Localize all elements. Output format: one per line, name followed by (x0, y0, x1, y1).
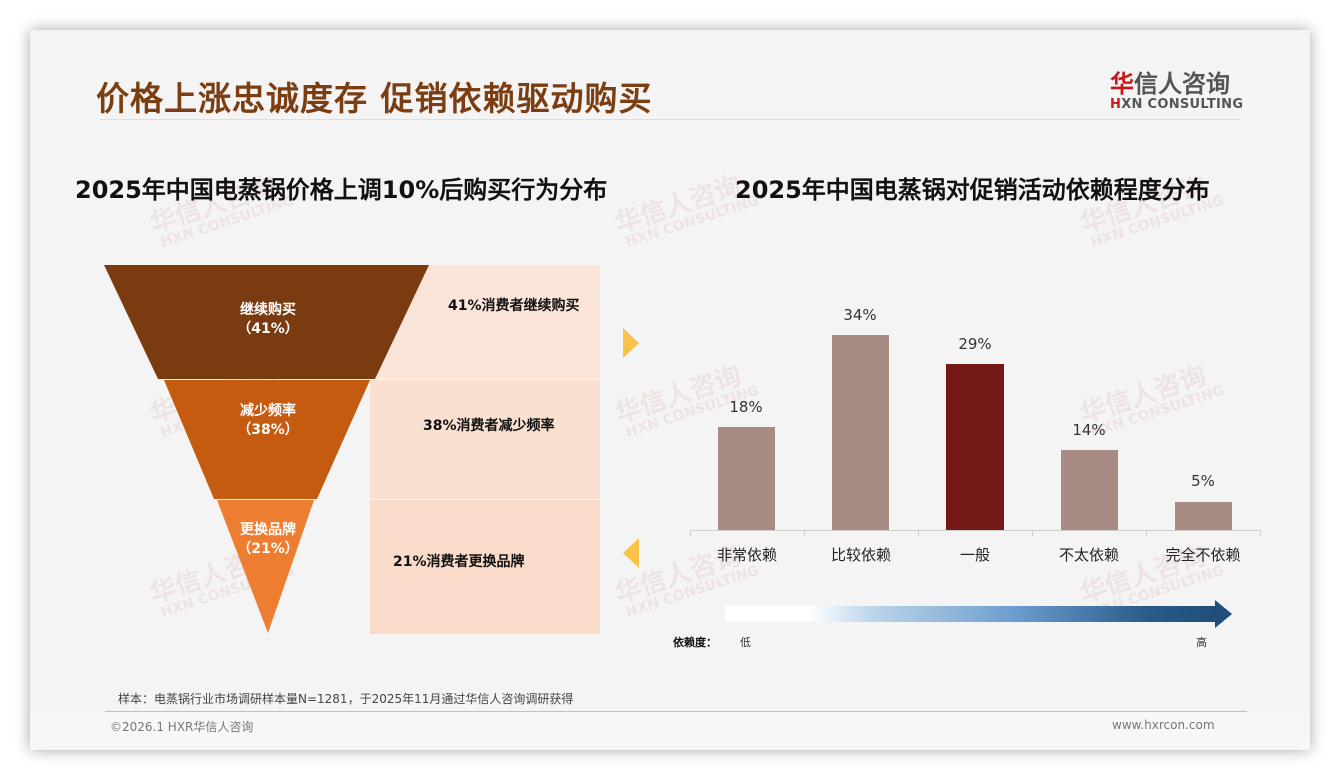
funnel-chart (104, 265, 600, 634)
dependency-gradient-bar (725, 606, 1215, 622)
x-axis (690, 530, 1260, 531)
dependency-low-label: 低 (740, 636, 751, 649)
category-label: 不太依赖 (1058, 546, 1119, 564)
sample-note: 样本：电蒸锅行业市场调研样本量N=1281，于2025年11月通过华信人咨询调研… (118, 692, 574, 706)
bar-slightly-dependent (1061, 450, 1118, 530)
bar-value: 14% (1072, 421, 1106, 439)
funnel-segment-switch (217, 500, 314, 633)
bar-value: 5% (1191, 472, 1215, 490)
title-divider (100, 119, 1240, 120)
bar-chart-title: 2025年中国电蒸锅对促销活动依赖程度分布 (735, 176, 1210, 204)
slide: 华信人咨询 HXN CONSULTING 华信人咨询 HXN CONSULTING … (30, 30, 1310, 750)
funnel-label: 继续购买 （41%） (237, 302, 299, 337)
bar-value: 18% (729, 398, 763, 416)
category-label: 非常依赖 (716, 546, 777, 564)
axis-tick (918, 530, 919, 536)
category-label: 比较依赖 (830, 546, 891, 564)
bar-value: 34% (843, 306, 877, 324)
funnel-desc-band (370, 500, 600, 634)
dependency-high-label: 高 (1196, 636, 1207, 649)
funnel-desc-continue: 41%消费者继续购买 (448, 298, 580, 314)
website-link[interactable]: www.hxrcon.com (1112, 718, 1215, 732)
funnel-label: 减少频率 （38%） (237, 403, 299, 438)
funnel-label: 更换品牌 （21%） (237, 522, 299, 557)
footer-divider (105, 711, 1247, 712)
axis-tick (804, 530, 805, 536)
bar-neutral (946, 364, 1004, 530)
footer-band (30, 712, 1310, 750)
axis-tick (1146, 530, 1147, 536)
funnel-segment-continue (104, 265, 429, 379)
funnel-chart-title: 2025年中国电蒸锅价格上调10%后购买行为分布 (75, 176, 608, 204)
triangle-right-icon (623, 328, 639, 358)
dependency-scale-label: 依赖度： (673, 636, 717, 649)
axis-tick (1260, 530, 1261, 536)
axis-tick (1032, 530, 1033, 536)
bar-fairly-dependent (832, 335, 889, 530)
bar-not-dependent (1175, 502, 1232, 530)
bar-very-dependent (718, 427, 775, 530)
arrow-right-icon (1215, 600, 1232, 628)
company-logo: 华信人咨询 HXN CONSULTING (1110, 70, 1244, 112)
copyright-text: ©2026.1 HXR华信人咨询 (110, 720, 254, 734)
funnel-desc-switch: 21%消费者更换品牌 (393, 554, 525, 570)
funnel-desc-reduce: 38%消费者减少频率 (423, 418, 555, 434)
funnel-desc-band (370, 380, 600, 499)
category-label: 完全不依赖 (1165, 546, 1241, 564)
axis-tick (690, 530, 691, 536)
funnel-segment-reduce (164, 380, 370, 499)
triangle-left-icon (623, 538, 639, 568)
page-title: 价格上涨忠诚度存 促销依赖驱动购买 (96, 79, 653, 118)
category-label: 一般 (959, 546, 990, 564)
bar-value: 29% (958, 335, 992, 353)
